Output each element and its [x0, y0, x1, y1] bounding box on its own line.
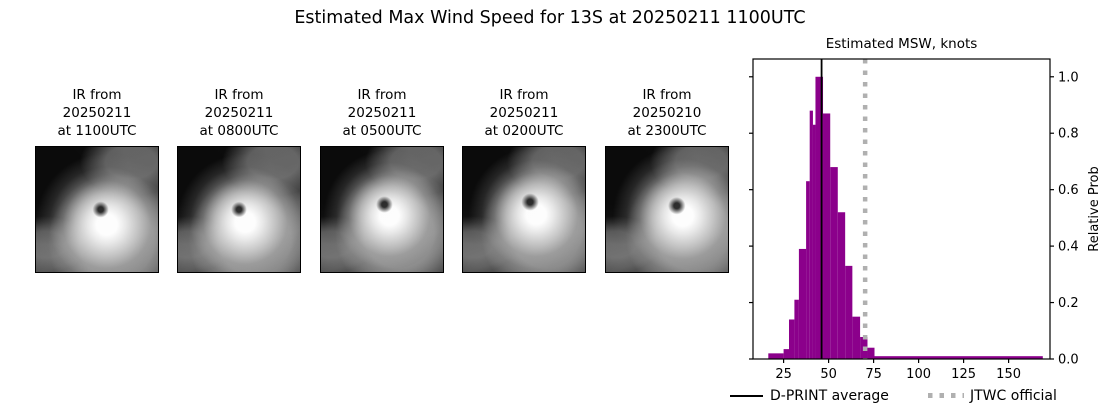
ir-panel-label: IR from 20250211 at 0800UTC — [177, 86, 301, 140]
histogram-bar — [798, 248, 807, 359]
y-tick-label: 0.0 — [1058, 353, 1079, 368]
ir-panel-1: IR from 20250211 at 1100UTC — [35, 86, 159, 273]
ir-label-line: IR from — [642, 87, 692, 103]
histogram-bar — [794, 299, 799, 359]
x-tick-label: 100 — [906, 367, 931, 382]
ir-panel-4: IR from 20250211 at 0200UTC — [462, 86, 586, 273]
msw-histogram-chart: 25 50 75 100 125 150 0.0 0.2 0.4 0.6 0.8 1.0 Relativ… — [749, 58, 1100, 382]
ir-label-line: 20250211 — [489, 105, 559, 121]
jtwc-official-legend-label: JTWC official — [970, 388, 1057, 404]
ir-panel-3: IR from 20250211 at 0500UTC — [320, 86, 444, 273]
ir-panel-label: IR from 20250211 at 0200UTC — [462, 86, 586, 140]
ir-panel-label: IR from 20250211 at 0500UTC — [320, 86, 444, 140]
main-title: Estimated Max Wind Speed for 13S at 2025… — [294, 8, 806, 28]
histogram-bar — [783, 349, 789, 359]
histogram-bar — [867, 347, 875, 359]
ir-label-line: 20250211 — [62, 105, 132, 121]
ir-satellite-image — [35, 146, 159, 273]
y-axis-label: Relative Prob — [1087, 166, 1100, 251]
ir-panel-label: IR from 20250211 at 1100UTC — [35, 86, 159, 140]
histogram-bar — [812, 124, 816, 359]
histogram-bar — [852, 316, 861, 359]
plot-frame — [752, 58, 1051, 360]
y-tick-label: 0.4 — [1058, 240, 1079, 255]
x-tick-label: 25 — [775, 367, 792, 382]
ir-satellite-image — [320, 146, 444, 273]
y-tick-label: 1.0 — [1058, 70, 1079, 85]
histogram-bar — [809, 110, 813, 359]
ir-label-line: at 0800UTC — [199, 123, 279, 139]
ir-label-line: at 0200UTC — [484, 123, 564, 139]
ir-label-line: 20250210 — [632, 105, 702, 121]
histogram-bar — [830, 167, 838, 359]
x-tick-label: 75 — [865, 367, 882, 382]
jtwc-official-legend-line-icon — [928, 393, 964, 398]
ir-label-line: at 2300UTC — [627, 123, 707, 139]
ir-panel-label: IR from 20250210 at 2300UTC — [605, 86, 729, 140]
ir-label-line: 20250211 — [347, 105, 417, 121]
ir-label-line: IR from — [214, 87, 264, 103]
histogram-bar — [874, 356, 1043, 359]
dprint-average-legend-label: D-PRINT average — [770, 388, 889, 404]
histogram-bar — [789, 319, 795, 359]
x-tick-label: 125 — [951, 367, 976, 382]
y-tick-label: 0.8 — [1058, 127, 1079, 142]
ir-label-line: IR from — [499, 87, 549, 103]
histogram-bar — [768, 353, 784, 359]
chart-title: Estimated MSW, knots — [825, 36, 978, 52]
y-tick-label: 0.2 — [1058, 296, 1079, 311]
ir-satellite-image — [462, 146, 586, 273]
histogram-bar — [815, 76, 824, 359]
histogram-bar — [837, 212, 846, 359]
ir-panel-5: IR from 20250210 at 2300UTC — [605, 86, 729, 273]
ir-satellite-image — [177, 146, 301, 273]
ir-label-line: 20250211 — [204, 105, 274, 121]
x-tick-label: 50 — [820, 367, 837, 382]
ir-label-line: IR from — [72, 87, 122, 103]
ir-satellite-image — [605, 146, 729, 273]
ir-panel-2: IR from 20250211 at 0800UTC — [177, 86, 301, 273]
y-tick-label: 0.6 — [1058, 183, 1079, 198]
ir-label-line: at 0500UTC — [342, 123, 422, 139]
histogram-bar — [806, 181, 810, 359]
ir-label-line: IR from — [357, 87, 407, 103]
x-tick-label: 150 — [996, 367, 1021, 382]
histogram-bar — [823, 113, 831, 359]
ir-label-line: at 1100UTC — [57, 123, 137, 139]
dprint-average-legend-line-icon — [730, 395, 763, 397]
histogram-bar — [845, 265, 853, 359]
